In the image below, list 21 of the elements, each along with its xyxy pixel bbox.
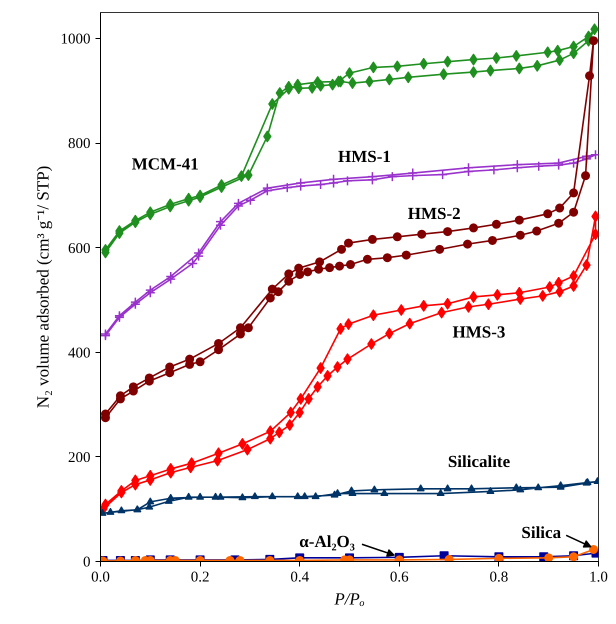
series-label: Silica bbox=[521, 523, 562, 542]
series-label: HMS-2 bbox=[408, 204, 461, 223]
series-label: Silicalite bbox=[448, 452, 511, 472]
y-tick-label: 800 bbox=[68, 136, 90, 152]
y-tick-label: 200 bbox=[68, 450, 90, 466]
series-label: MCM-41 bbox=[132, 154, 199, 174]
series-label: HMS-3 bbox=[452, 322, 506, 342]
x-tick-label: 1.0 bbox=[589, 570, 608, 586]
y-tick-label: 0 bbox=[83, 554, 90, 570]
x-axis-title: P/Pₒ bbox=[333, 590, 365, 608]
x-tick-label: 0.2 bbox=[190, 570, 210, 586]
x-tick-label: 0.4 bbox=[290, 570, 310, 586]
x-tick-label: 0.8 bbox=[490, 570, 508, 586]
series-label: HMS-1 bbox=[338, 146, 391, 166]
x-tick-label: 0.0 bbox=[91, 570, 110, 586]
x-tick-label: 0.6 bbox=[390, 570, 410, 586]
y-tick-label: 400 bbox=[68, 345, 90, 362]
y-tick-label: 1000 bbox=[60, 32, 90, 48]
y-tick-label: 600 bbox=[68, 240, 90, 257]
y-axis-title: N₂ volume adsorbed (cm³ g⁻¹/ STP) bbox=[34, 166, 52, 408]
series-label: α-Al₂O₃ bbox=[299, 532, 355, 552]
